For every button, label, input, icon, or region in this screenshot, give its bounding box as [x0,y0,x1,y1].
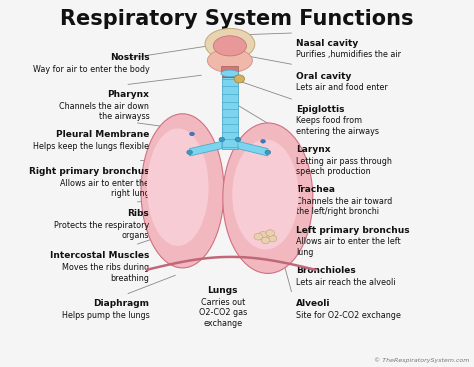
Polygon shape [221,66,238,73]
Text: Channels the air down
the airwayss: Channels the air down the airwayss [59,102,149,121]
Text: Moves the ribs during
breathing: Moves the ribs during breathing [62,263,149,283]
Ellipse shape [223,123,313,273]
Ellipse shape [259,232,267,238]
Ellipse shape [219,137,225,142]
Ellipse shape [205,29,255,60]
Text: Allows air to enter the left
lung: Allows air to enter the left lung [296,237,401,257]
Text: Respiratory System Functions: Respiratory System Functions [60,9,414,29]
Ellipse shape [261,237,270,244]
Text: Intercostal Muscles: Intercostal Muscles [50,251,149,261]
Polygon shape [238,141,268,156]
Text: Pleural Membrane: Pleural Membrane [56,130,149,139]
Text: Site for O2-CO2 exchange: Site for O2-CO2 exchange [296,311,401,320]
Text: Helps keep the lungs flexible: Helps keep the lungs flexible [33,142,149,151]
Text: Oral cavity: Oral cavity [296,72,352,81]
Ellipse shape [234,75,245,83]
Polygon shape [222,73,238,77]
Ellipse shape [213,36,246,56]
Text: Left primary bronchus: Left primary bronchus [296,226,410,235]
Text: Lets air and food enter: Lets air and food enter [296,83,388,92]
Ellipse shape [232,139,299,250]
Text: Lets air reach the alveoli: Lets air reach the alveoli [296,278,396,287]
Text: Epiglottis: Epiglottis [296,105,345,114]
Text: Keeps food from
entering the airways: Keeps food from entering the airways [296,116,379,136]
Polygon shape [190,141,222,156]
Text: Lungs: Lungs [208,286,238,295]
Text: Protects the respiratory
organs: Protects the respiratory organs [54,221,149,240]
Text: Nasal cavity: Nasal cavity [296,39,358,48]
Text: Diaphragm: Diaphragm [93,299,149,308]
Text: Alveoli: Alveoli [296,299,331,308]
Ellipse shape [235,137,241,142]
Text: Pharynx: Pharynx [108,90,149,99]
Ellipse shape [254,233,263,240]
Text: Trachea: Trachea [296,185,336,195]
Ellipse shape [187,150,192,155]
Text: Right primary bronchus: Right primary bronchus [29,167,149,176]
Ellipse shape [190,132,194,136]
Ellipse shape [147,128,209,246]
Text: Larynx: Larynx [296,145,331,154]
Text: Carries out
O2-CO2 gas
exchange: Carries out O2-CO2 gas exchange [199,298,247,328]
Text: Purifies ,humidifies the air: Purifies ,humidifies the air [296,50,401,59]
Polygon shape [222,77,238,149]
Ellipse shape [261,139,265,143]
Ellipse shape [265,150,271,155]
Text: Allows air to enter the
right lung: Allows air to enter the right lung [60,179,149,198]
Text: Ribs: Ribs [128,209,149,218]
Text: © TheRespiratorySystem.com: © TheRespiratorySystem.com [374,358,469,363]
Text: Bronchioles: Bronchioles [296,266,356,275]
Ellipse shape [268,235,277,242]
Ellipse shape [221,70,239,77]
Text: Helps pump the lungs: Helps pump the lungs [62,311,149,320]
Text: Nostrils: Nostrils [109,53,149,62]
Ellipse shape [141,114,224,268]
Ellipse shape [207,49,252,73]
Text: Letting air pass through
speech production: Letting air pass through speech producti… [296,157,392,176]
Ellipse shape [266,230,274,236]
Text: Way for air to enter the body: Way for air to enter the body [33,65,149,74]
Text: Channels the air toward
the left/right bronchi: Channels the air toward the left/right b… [296,197,392,217]
